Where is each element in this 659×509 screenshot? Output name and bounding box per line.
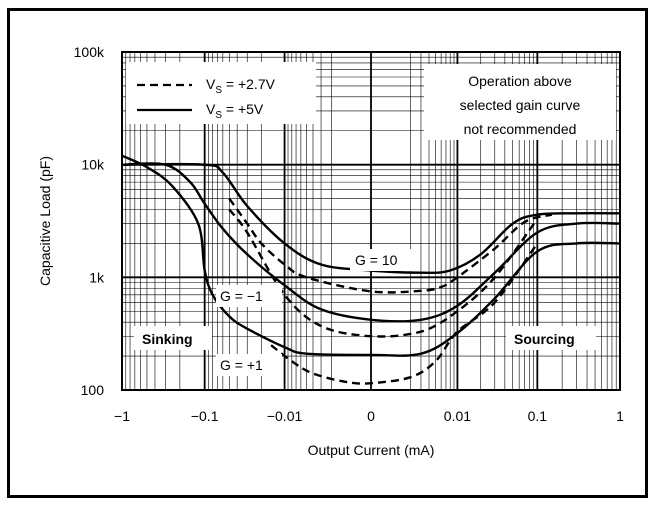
x-tick-label: 0.1 [528,408,548,424]
gain-label-gm1: G = −1 [220,288,263,304]
x-tick-label: −0.01 [267,408,303,424]
legend-label-solid: VS = +5V [206,101,264,121]
legend-box [126,62,316,124]
y-axis-label: Capacitive Load (pF) [37,156,53,286]
legend-label-dashed: VS = +2.7V [206,76,276,96]
curve-solid-0 [121,162,621,275]
sourcing-label: Sourcing [514,331,575,347]
sinking-label: Sinking [142,331,193,347]
y-tick-label: 100 [81,382,105,398]
plot-area-border [121,51,621,391]
x-tick-label: −0.1 [191,408,219,424]
y-tick-label: 1k [89,269,105,285]
curve-dashed-3 [228,197,553,294]
curve-solid-1 [121,162,621,323]
gain-label-gp1: G = +1 [220,357,263,373]
note-line-2: selected gain curve [460,97,581,113]
y-tick-label: 100k [74,44,105,60]
curve-solid-2 [121,154,621,357]
curve-dashed-5 [270,242,539,385]
tick-labels: −1 −0.1 −0.01 0 0.01 0.1 1 100 1k 10k 100k [74,44,624,424]
x-axis-label: Output Current (mA) [308,442,435,458]
y-tick-label: 10k [81,157,105,173]
gain-label-g10: G = 10 [355,252,398,268]
x-tick-label: 0 [367,408,375,424]
x-tick-label: −1 [114,408,130,424]
curves [121,154,621,385]
note-line-3: not recommended [464,121,577,137]
note-box [424,64,616,140]
x-tick-label: 0.01 [444,408,471,424]
chart-frame [7,8,648,498]
note-line-1: Operation above [468,73,572,89]
curve-dashed-4 [228,208,539,338]
x-tick-label: 1 [616,408,624,424]
